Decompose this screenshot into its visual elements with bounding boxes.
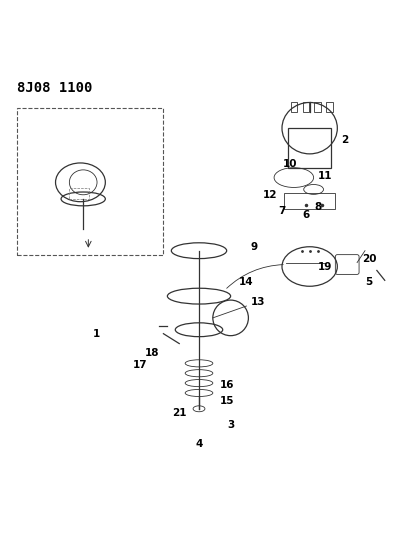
Text: 4: 4 (195, 439, 203, 449)
Text: 17: 17 (133, 360, 147, 370)
Bar (69, 188, 89, 199)
Text: 5: 5 (365, 277, 373, 287)
Text: 13: 13 (251, 297, 265, 307)
Bar (326, 102, 333, 112)
Text: 18: 18 (144, 349, 159, 359)
Text: 7: 7 (278, 206, 286, 216)
Bar (291, 102, 297, 112)
Bar (314, 102, 321, 112)
Text: 6: 6 (302, 210, 309, 220)
Text: 10: 10 (283, 159, 297, 169)
Text: 2: 2 (341, 135, 349, 145)
Text: 8J08 1100: 8J08 1100 (17, 80, 93, 95)
Text: 1: 1 (93, 329, 100, 338)
Text: 16: 16 (219, 380, 234, 390)
Text: 14: 14 (239, 277, 254, 287)
Bar (17, 108, 164, 255)
Text: 20: 20 (362, 254, 376, 264)
Bar (288, 128, 332, 168)
Text: 15: 15 (219, 396, 234, 406)
Text: 3: 3 (227, 419, 234, 430)
Text: 11: 11 (318, 171, 333, 181)
Text: 12: 12 (263, 190, 277, 200)
Text: 8: 8 (314, 202, 321, 212)
Bar (284, 193, 336, 209)
Bar (302, 102, 309, 112)
Text: 21: 21 (172, 408, 187, 418)
Text: 19: 19 (318, 262, 333, 271)
Text: 9: 9 (251, 242, 258, 252)
